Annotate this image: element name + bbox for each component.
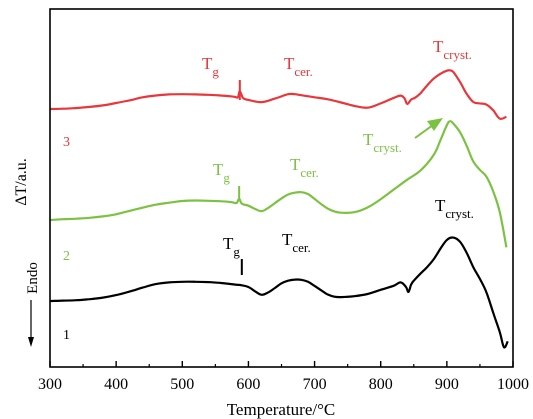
series-line-1 [49,236,509,349]
x-tick-label-400: 400 [104,376,128,393]
series-line-3 [49,69,507,120]
curve-label-3: 3 [63,135,70,150]
tg-annotation-2: Tg [213,160,230,185]
x-tick-label-800: 800 [369,376,393,393]
curve-label-2: 2 [63,249,70,264]
tcer-annotation-2: Tcer. [290,155,319,180]
tcer-annotation-3: Tcer. [284,54,313,79]
tcryst-annotation-1: Tcryst. [435,196,474,221]
tcer-annotation-1: Tcer. [282,230,311,255]
x-axis-title: Temperature/°C [227,400,336,419]
x-tick-label-1000: 1000 [497,376,529,393]
tcryst-annotation-3: Tcryst. [433,37,472,62]
x-tick-label-300: 300 [38,376,62,393]
plot-frame [49,8,514,368]
tg-annotation-3: Tg [202,54,219,79]
x-tick-label-600: 600 [236,376,260,393]
tg-annotation-1: Tg [223,234,240,259]
curve-label-1: 1 [63,328,70,343]
endo-label: Endo [25,262,41,294]
x-axis-ticks: 300 400 500 600 700 800 900 1000 [38,361,529,393]
x-tick-label-500: 500 [170,376,194,393]
x-tick-label-700: 700 [303,376,327,393]
tcryst-arrow-2 [414,118,443,139]
y-axis-title: ΔT/a.u. [13,158,30,206]
curves-layer [49,69,509,349]
tcryst-annotation-2: Tcryst. [363,130,402,155]
x-tick-label-900: 900 [435,376,459,393]
endo-arrow [28,300,34,347]
series-line-2 [49,120,508,248]
